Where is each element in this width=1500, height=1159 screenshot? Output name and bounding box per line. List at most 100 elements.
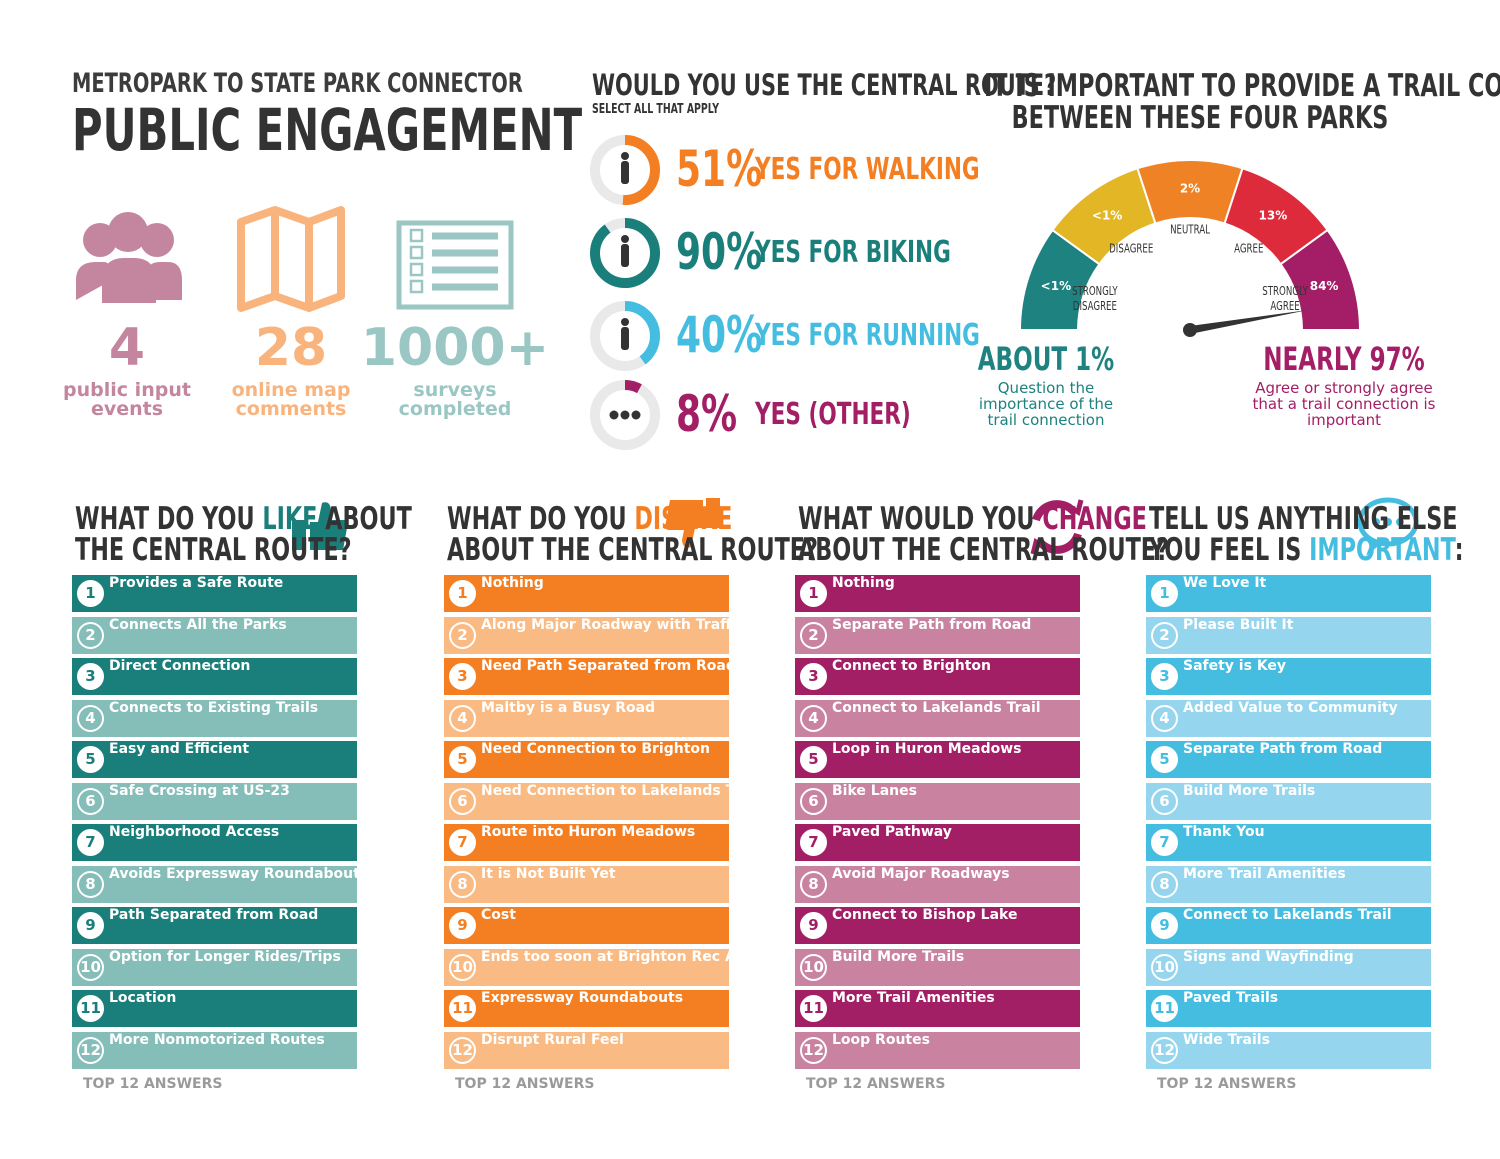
answer-rank: 2 [77, 621, 104, 649]
answer-row: 6 Need Connection to Lakelands Trail [444, 782, 760, 820]
summary-headline: NEARLY 97% [1263, 340, 1425, 378]
answer-rank: 12 [449, 1036, 476, 1064]
list-footer: TOP 12 ANSWERS [83, 1076, 223, 1092]
answer-row: 11 More Trail Amenities [795, 990, 1080, 1027]
answer-row: 2 Please Built It [1146, 616, 1431, 654]
answer-text: Nothing [832, 575, 895, 591]
section-subtitle: SELECT ALL THAT APPLY [592, 102, 720, 117]
list-title-line: WHAT DO YOU LIKE ABOUT [75, 501, 412, 537]
answer-row: 1 Nothing [444, 575, 729, 612]
answer-rank: 5 [77, 746, 104, 773]
gauge-category: DISAGREE [1109, 242, 1153, 256]
glyph-body [621, 244, 629, 267]
answer-row: 9 Connect to Lakelands Trail [1146, 907, 1431, 944]
list-title-text: THE CENTRAL ROUTE? [75, 532, 352, 568]
person-head [108, 212, 148, 252]
answer-text: Neighborhood Access [109, 824, 280, 840]
answer-row: 5 Need Connection to Brighton [444, 741, 729, 778]
answer-row: 3 Safety is Key [1146, 658, 1431, 695]
answer-text: We Love It [1183, 575, 1267, 591]
summary-text: important [1306, 411, 1382, 429]
answer-text: Build More Trails [1183, 782, 1316, 799]
activity-glyph [621, 152, 629, 184]
answer-rank: 11 [800, 995, 827, 1022]
answer-text: Avoid Major Roadways [832, 865, 1010, 882]
answer-row: 6 Safe Crossing at US-23 [72, 782, 357, 820]
option-percent: 51% [676, 140, 763, 198]
gauge-title: IT IS IMPORTANT TO PROVIDE A TRAIL CONNE… [984, 68, 1500, 104]
answer-row: 5 Loop in Huron Meadows [795, 741, 1080, 778]
answer-text: Easy and Efficient [109, 741, 250, 757]
gauge-percent: 84% [1310, 279, 1339, 293]
answer-text: Expressway Roundabouts [481, 990, 684, 1006]
answer-rank: 3 [77, 663, 104, 690]
survey-icon [396, 220, 514, 310]
stat-value: 1000+ [360, 318, 550, 378]
answer-text: Signs and Wayfinding [1183, 948, 1354, 965]
answer-rank: 9 [449, 912, 476, 939]
answer-text: Nothing [481, 575, 544, 591]
ring-arc [590, 218, 660, 288]
gauge-percent: <1% [1092, 208, 1122, 222]
answer-rank: 9 [800, 912, 827, 939]
answer-row: 12 Loop Routes [795, 1031, 1080, 1069]
header-title: PUBLIC ENGAGEMENT [72, 96, 583, 164]
dots-glyph [620, 410, 630, 420]
answer-text: Separate Path from Road [1183, 741, 1383, 757]
gauge-hub [1183, 323, 1197, 337]
answer-text: Connect to Bishop Lake [832, 907, 1018, 923]
dots-glyph [609, 410, 619, 420]
summary-text: Agree or strongly agree [1255, 379, 1433, 397]
answer-row: 6 Bike Lanes [795, 782, 1080, 820]
speech-icon [1357, 497, 1419, 556]
answer-text: Need Path Separated from Road [481, 658, 736, 674]
answer-text: Cost [481, 907, 516, 923]
answer-rank: 12 [77, 1036, 104, 1064]
answer-rank: 2 [800, 621, 827, 649]
answer-rank: 1 [800, 580, 827, 607]
answer-text: Direct Connection [109, 658, 251, 674]
answer-text: Safety is Key [1183, 658, 1287, 674]
list-title-text: ABOUT THE CENTRAL ROUTE? [798, 532, 1170, 568]
answer-text: Connect to Lakelands Trail [832, 699, 1041, 716]
thumbs-down-icon [665, 498, 720, 548]
list-title-line: WHAT WOULD YOU CHANGE [798, 501, 1147, 537]
answer-rank: 6 [77, 787, 104, 815]
gauge-segment [1279, 228, 1362, 331]
answer-row: 1 Provides a Safe Route [72, 575, 357, 612]
answer-row: 8 Avoids Expressway Roundabouts [72, 865, 368, 903]
answer-text: Added Value to Community [1183, 699, 1398, 716]
list-title-text: ABOUT [317, 501, 412, 537]
gauge-category: DISAGREE [1073, 300, 1117, 314]
answer-text: Avoids Expressway Roundabouts [109, 865, 369, 882]
answer-rank: 2 [449, 621, 476, 649]
answer-text: Along Major Roadway with Traffic [481, 616, 745, 633]
person-body [76, 262, 112, 300]
list-title-line: YOU FEEL IS IMPORTANT: [1149, 532, 1464, 568]
gauge-category: STRONGLY [1262, 285, 1308, 299]
answer-row: 8 It is Not Built Yet [444, 865, 729, 903]
answer-rank: 7 [77, 829, 104, 856]
list-title-line: TELL US ANYTHING ELSE [1149, 501, 1458, 537]
answer-text: Thank You [1183, 824, 1265, 840]
answer-row: 10 Option for Longer Rides/Trips [72, 948, 357, 986]
list-title-accent: DISLIKE [634, 501, 733, 537]
glyph-head [621, 152, 629, 160]
list-title-text: WHAT DO YOU [75, 501, 263, 537]
summary-text: trail connection [987, 411, 1105, 429]
answer-row: 9 Cost [444, 907, 729, 944]
answer-text: Please Built It [1183, 616, 1294, 633]
summary-headline: ABOUT 1% [977, 340, 1115, 378]
answer-text: Need Connection to Brighton [481, 741, 710, 757]
answer-rank: 5 [1151, 746, 1178, 773]
answer-row: 4 Added Value to Community [1146, 699, 1431, 737]
answer-text: Loop Routes [832, 1031, 930, 1048]
answer-text: Paved Pathway [832, 824, 952, 840]
answer-rank: 5 [449, 746, 476, 773]
list-title-accent: CHANGE [1042, 501, 1147, 537]
answer-row: 10 Signs and Wayfinding [1146, 948, 1431, 986]
answer-rank: 1 [1151, 580, 1178, 607]
answer-row: 9 Connect to Bishop Lake [795, 907, 1080, 944]
answer-row: 7 Thank You [1146, 824, 1431, 861]
